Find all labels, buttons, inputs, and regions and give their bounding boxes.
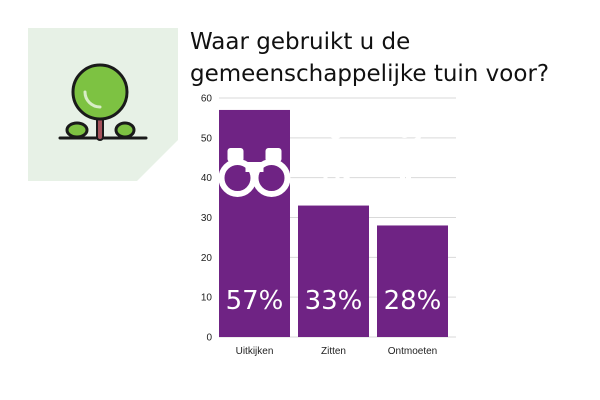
tree-icon — [58, 63, 148, 141]
y-tick-label: 20 — [201, 253, 213, 264]
x-tick-label: Uitkijken — [236, 346, 274, 357]
logo-panel — [28, 28, 178, 181]
binoculars-eyepiece-right — [265, 148, 282, 162]
binoculars-bridge — [245, 162, 264, 172]
person-torso — [397, 141, 413, 163]
tree-highlight — [83, 90, 102, 109]
binoculars-eyepiece-left — [227, 148, 244, 162]
waving-person-icon — [394, 122, 427, 190]
binoculars-lens-right — [252, 159, 291, 197]
person-head — [398, 126, 411, 138]
icons-layer — [218, 122, 427, 197]
seated-person-icon — [317, 123, 351, 190]
bar — [219, 109, 290, 337]
bush-left — [65, 121, 89, 139]
y-tick-label: 50 — [201, 133, 213, 144]
bar — [377, 225, 448, 337]
person-arm — [331, 144, 350, 156]
page-title: Waar gebruikt u de gemeenschappelijke tu… — [190, 29, 550, 87]
bar — [298, 205, 369, 337]
labels-layer: 0 10 20 30 40 50 60 57% Uitkijken 33% Zitten 28% Ont… — [201, 94, 442, 358]
y-tick-label: 40 — [201, 173, 213, 184]
data-label: 33% — [305, 286, 363, 316]
binoculars-icon — [218, 148, 291, 197]
person-arm-down — [394, 142, 401, 164]
data-label: 28% — [384, 286, 442, 316]
bush-right — [114, 121, 136, 139]
person-body-legs — [328, 139, 351, 190]
y-tick-label: 0 — [206, 333, 212, 344]
tree-crown — [71, 63, 129, 121]
x-tick-label: Ontmoeten — [388, 346, 437, 357]
person-raised-arm — [408, 122, 427, 146]
data-label: 57% — [226, 286, 284, 316]
bars-layer — [219, 109, 448, 337]
chair-back-leg — [317, 140, 328, 189]
person-head — [327, 123, 344, 139]
y-tick-label: 60 — [201, 94, 213, 105]
y-tick-label: 10 — [201, 293, 213, 304]
y-tick-label: 30 — [201, 213, 213, 224]
x-tick-label: Zitten — [321, 346, 346, 357]
logo-svg — [28, 28, 178, 181]
